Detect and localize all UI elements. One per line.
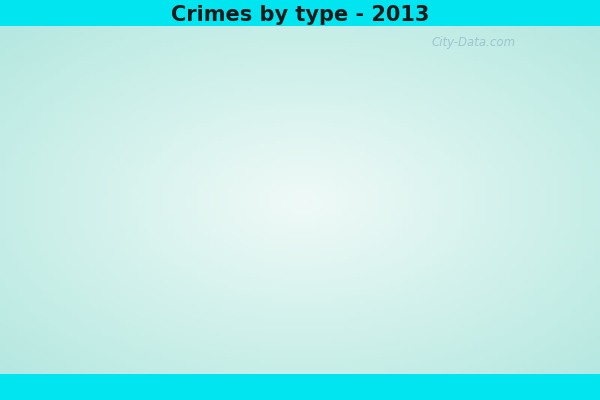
Wedge shape [167, 74, 300, 200]
Text: Assaults (5.6%): Assaults (5.6%) [116, 105, 283, 278]
Text: City-Data.com: City-Data.com [432, 36, 516, 49]
Wedge shape [214, 66, 434, 334]
Text: Burglaries (16.7%): Burglaries (16.7%) [97, 138, 237, 187]
Wedge shape [254, 66, 300, 200]
Text: Auto thefts (16.7%): Auto thefts (16.7%) [130, 64, 277, 234]
Wedge shape [166, 177, 300, 303]
Title: Crimes by type - 2013: Crimes by type - 2013 [171, 5, 429, 25]
Text: Thefts (61.1%): Thefts (61.1%) [391, 155, 565, 233]
